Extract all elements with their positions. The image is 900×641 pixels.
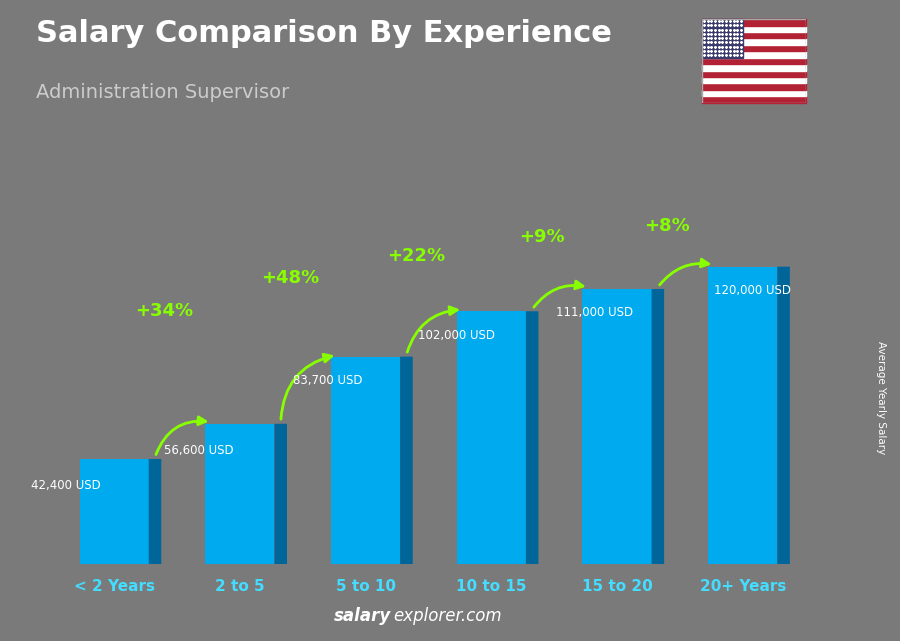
Text: 42,400 USD: 42,400 USD <box>32 479 101 492</box>
Bar <box>702 51 806 58</box>
Text: salary: salary <box>334 607 392 625</box>
Polygon shape <box>400 356 413 564</box>
Text: 56,600 USD: 56,600 USD <box>164 444 233 456</box>
Text: 20+ Years: 20+ Years <box>699 579 786 594</box>
Text: 83,700 USD: 83,700 USD <box>293 374 363 387</box>
Bar <box>702 64 806 71</box>
Bar <box>582 289 652 564</box>
Bar <box>702 83 806 90</box>
Bar <box>708 267 778 564</box>
Bar <box>205 424 274 564</box>
Text: Administration Supervisor: Administration Supervisor <box>36 83 289 103</box>
Text: 15 to 20: 15 to 20 <box>581 579 652 594</box>
Text: +8%: +8% <box>644 217 690 235</box>
Bar <box>702 38 806 45</box>
Text: explorer.com: explorer.com <box>393 607 502 625</box>
Bar <box>702 71 806 77</box>
Text: 2 to 5: 2 to 5 <box>215 579 265 594</box>
Polygon shape <box>652 289 664 564</box>
Polygon shape <box>526 312 538 564</box>
Bar <box>702 32 806 38</box>
Text: +48%: +48% <box>261 269 320 287</box>
Bar <box>702 45 806 51</box>
Text: +34%: +34% <box>135 303 194 320</box>
Bar <box>702 96 806 103</box>
Polygon shape <box>148 459 161 564</box>
Text: Salary Comparison By Experience: Salary Comparison By Experience <box>36 19 612 48</box>
Bar <box>702 77 806 83</box>
Text: 102,000 USD: 102,000 USD <box>418 329 495 342</box>
Text: < 2 Years: < 2 Years <box>74 579 155 594</box>
Text: 111,000 USD: 111,000 USD <box>556 306 633 319</box>
Polygon shape <box>778 267 790 564</box>
Text: 10 to 15: 10 to 15 <box>456 579 526 594</box>
Bar <box>702 19 743 58</box>
Bar <box>331 356 400 564</box>
Text: +22%: +22% <box>387 247 445 265</box>
Text: 120,000 USD: 120,000 USD <box>715 284 791 297</box>
Bar <box>456 312 526 564</box>
Text: 5 to 10: 5 to 10 <box>336 579 396 594</box>
Text: +9%: +9% <box>518 228 564 246</box>
Polygon shape <box>274 424 287 564</box>
Bar <box>702 26 806 32</box>
Bar <box>702 58 806 64</box>
Text: Average Yearly Salary: Average Yearly Salary <box>877 341 886 454</box>
Bar <box>702 19 806 26</box>
Bar <box>79 459 148 564</box>
Bar <box>702 90 806 96</box>
